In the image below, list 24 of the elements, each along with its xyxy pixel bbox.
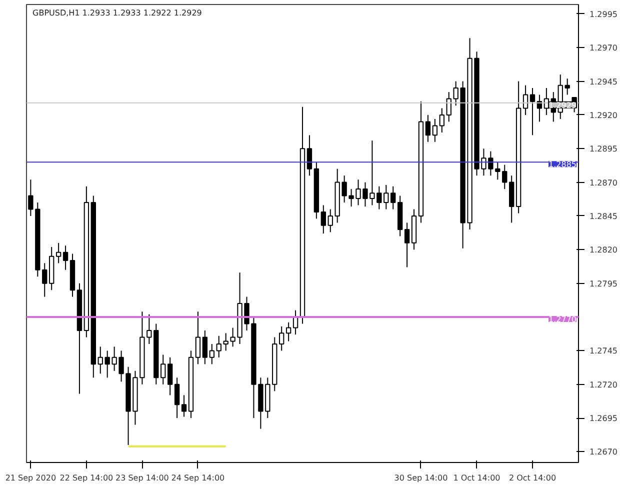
x-tick-label: 21 Sep 2020 xyxy=(5,474,56,482)
y-tick-label: 1.2845 xyxy=(590,212,618,221)
x-tick-label: 30 Sep 14:00 xyxy=(394,474,448,482)
ref-line-label: 1.2770 xyxy=(548,315,577,324)
x-tick-label: 1 Oct 14:00 xyxy=(453,474,500,482)
y-tick-label: 1.2995 xyxy=(590,10,618,19)
y-tick-label: 1.2695 xyxy=(590,414,618,424)
ref-line-label: 1.2929 xyxy=(548,100,577,110)
text: GBPUSD,H1 1.2933 1.2933 1.2922 1.2929 xyxy=(32,8,202,18)
y-tick-label: 1.2870 xyxy=(590,178,618,188)
y-tick-label: 1.2945 xyxy=(590,77,618,86)
y-tick-label: 1.2920 xyxy=(590,110,618,120)
x-tick-label: 2 Oct 14:00 xyxy=(508,474,556,482)
y-tick-label: 1.2895 xyxy=(590,144,618,154)
y-tick-label: 1.2720 xyxy=(590,380,618,390)
y-tick-label: 1.2795 xyxy=(590,279,618,288)
x-tick-label: 23 Sep 14:00 xyxy=(116,474,169,482)
x-tick-label: 22 Sep 14:00 xyxy=(60,474,114,482)
ref-line-label: 1.2885 xyxy=(548,160,577,170)
y-tick-label: 1.2670 xyxy=(590,448,618,457)
y-tick-label: 1.2970 xyxy=(590,44,618,53)
y-tick-label: 1.2820 xyxy=(590,246,618,255)
y-tick-label: 1.2745 xyxy=(590,346,618,356)
x-tick-label: 24 Sep 14:00 xyxy=(171,474,225,482)
